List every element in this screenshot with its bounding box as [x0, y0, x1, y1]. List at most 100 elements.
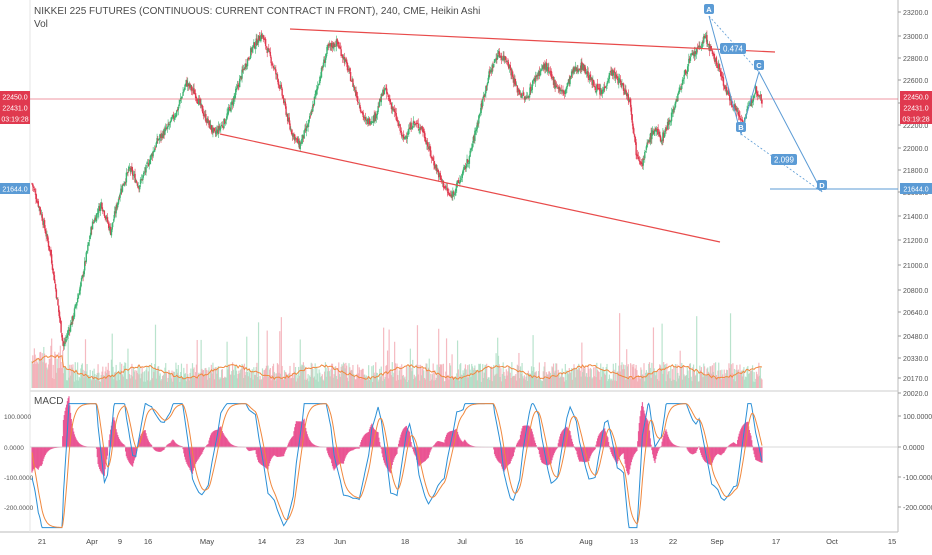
price-tick-label: 21200.0 [903, 238, 928, 245]
price-tick-label: 20330.0 [903, 356, 928, 363]
pattern-point-label: B [738, 123, 744, 132]
candle-body [220, 127, 221, 129]
candle-body [632, 114, 633, 122]
candle-body [469, 156, 470, 164]
candle-body [408, 129, 409, 134]
candle-body [595, 86, 596, 90]
candle-body [53, 269, 54, 270]
candle-body [690, 57, 691, 61]
macd-left-label: -100.0000 [4, 475, 34, 482]
candle-body [418, 124, 419, 129]
ratio-label-ab: 0.474 [723, 45, 744, 54]
time-tick-label: 16 [144, 537, 152, 546]
candle-body [78, 295, 79, 299]
price-tick-label: 22600.0 [903, 78, 928, 85]
candle-body [407, 136, 408, 139]
price-tick-label: 23200.0 [903, 10, 928, 17]
candle-body [310, 116, 311, 117]
left-last-price-badge: 22450.0 [2, 95, 27, 102]
candle-body [643, 159, 644, 166]
candle-body [57, 299, 58, 305]
candle-body [104, 211, 105, 216]
volume-bar [761, 379, 762, 388]
time-tick-label: 21 [38, 537, 46, 546]
candle-body [56, 289, 57, 298]
macd-left-label: 0.0000 [4, 445, 24, 452]
macd-histogram-bar [636, 447, 637, 451]
time-tick-label: 9 [118, 537, 122, 546]
left-target-badge: 21644.0 [2, 187, 27, 194]
candle-body [350, 72, 351, 81]
time-tick-label: May [200, 537, 214, 546]
time-tick-label: 13 [630, 537, 638, 546]
price-tick-label: 21000.0 [903, 263, 928, 270]
candle-body [677, 94, 678, 101]
candle-body [635, 142, 636, 155]
time-tick-label: Aug [579, 537, 592, 546]
candle-body [265, 39, 266, 46]
pattern-point-label: D [819, 181, 825, 190]
candle-body [523, 92, 524, 95]
candle-body [49, 246, 50, 250]
time-tick-label: 18 [401, 537, 409, 546]
candle-body [272, 63, 273, 65]
candle-body [723, 77, 724, 85]
time-tick-label: 14 [258, 537, 266, 546]
time-tick-label: Oct [826, 537, 839, 546]
candle-body [74, 308, 75, 316]
macd-tick-label: 0.0000 [903, 445, 925, 452]
candle-body [493, 64, 494, 67]
candle-body [112, 222, 113, 223]
candle-body [430, 150, 431, 156]
candle-body [76, 302, 77, 305]
right-last-price-badge: 22450.0 [903, 95, 928, 102]
candle-body [93, 222, 94, 223]
price-tick-label: 20480.0 [903, 334, 928, 341]
volume-label: Vol [34, 19, 48, 30]
candle-body [631, 107, 632, 115]
right-countdown-badge: 03:19:28 [902, 117, 929, 124]
ratio-label-cd: 2.099 [774, 156, 795, 165]
time-tick-label: Sep [710, 537, 723, 546]
price-tick-label: 22800.0 [903, 56, 928, 63]
candle-body [60, 321, 61, 333]
macd-tick-label: -200.0000 [903, 505, 932, 512]
candle-body [270, 57, 271, 63]
candle-body [482, 99, 483, 106]
price-tick-label: 20020.0 [903, 391, 928, 398]
time-tick-label: 22 [669, 537, 677, 546]
time-tick-label: Jun [334, 537, 346, 546]
candle-body [54, 279, 55, 283]
candle-body [681, 86, 682, 89]
candle-body [644, 152, 645, 158]
right-secondary-price-badge: 22431.0 [903, 106, 928, 113]
candle-body [182, 97, 183, 98]
price-tick-label: 20800.0 [903, 288, 928, 295]
macd-histogram-bar [107, 447, 108, 456]
price-tick-label: 20640.0 [903, 310, 928, 317]
price-tick-label: 20170.0 [903, 376, 928, 383]
candle-body [178, 107, 179, 111]
candle-body [145, 165, 146, 173]
time-tick-label: 16 [515, 537, 523, 546]
candle-body [387, 93, 388, 94]
time-tick-label: Apr [86, 537, 98, 546]
candle-body [414, 122, 415, 124]
left-countdown-badge: 03:19:28 [1, 117, 28, 124]
candle-body [761, 100, 762, 104]
left-secondary-price-badge: 22431.0 [2, 106, 27, 113]
candle-body [647, 142, 648, 143]
macd-tick-label: 100.0000 [903, 414, 932, 421]
candle-body [300, 143, 301, 149]
price-tick-label: 22000.0 [903, 146, 928, 153]
price-tick-label: 23000.0 [903, 34, 928, 41]
candle-body [89, 240, 90, 241]
chart-title: NIKKEI 225 FUTURES (CONTINUOUS: CURRENT … [34, 6, 480, 17]
price-tick-label: 21400.0 [903, 214, 928, 221]
right-target-badge: 21644.0 [903, 187, 928, 194]
pattern-point-label: A [706, 5, 712, 14]
time-tick-label: 17 [772, 537, 780, 546]
